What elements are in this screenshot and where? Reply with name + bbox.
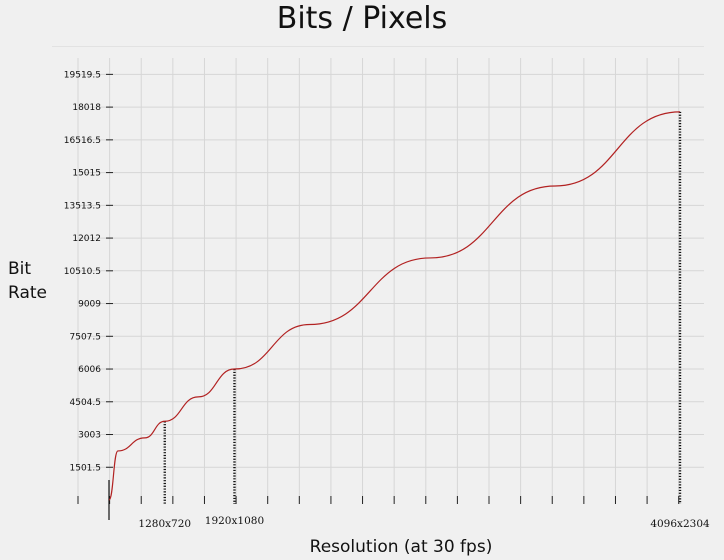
resolution-labels: 1280x720 1920x1080 4096x2304	[138, 515, 710, 530]
y-tick-label: 12012	[72, 234, 101, 244]
y-tick-label: 15015	[72, 169, 101, 179]
y-tick-label: 10510.5	[64, 267, 101, 277]
resolution-label: 1280x720	[138, 518, 191, 530]
y-tick-label: 18018	[72, 103, 101, 113]
y-axis-label-line-2: Rate	[8, 283, 47, 303]
y-tick-label: 3003	[78, 431, 101, 441]
y-tick-label: 1501.5	[70, 463, 102, 473]
x-axis	[77, 480, 680, 520]
y-tick-label: 13513.5	[64, 201, 101, 211]
resolution-label: 4096x2304	[650, 518, 710, 530]
y-tick-label: 7507.5	[70, 332, 102, 342]
resolution-label: 1920x1080	[205, 515, 264, 527]
y-tick-label: 4504.5	[70, 398, 102, 408]
series-group	[108, 111, 681, 501]
y-tick-label: 6006	[78, 365, 101, 375]
y-tick-label: 16516.5	[64, 136, 101, 146]
grid	[77, 58, 704, 500]
y-tick-label: 9009	[78, 300, 101, 310]
y-axis-ticks: 1501.5 3003 4504.5 6006 7507.5 9009 10510.5 120…	[64, 70, 113, 473]
x-axis-label: Resolution (at 30 fps)	[309, 537, 493, 557]
chart-title: Bits / Pixels	[276, 1, 448, 36]
resolution-markers	[163, 111, 682, 504]
y-tick-label: 19519.5	[64, 70, 101, 80]
title-divider	[52, 46, 704, 47]
series-line-0	[108, 111, 681, 501]
y-axis-label-line-1: Bit	[8, 259, 32, 279]
y-axis-label: Bit Rate	[8, 257, 68, 305]
